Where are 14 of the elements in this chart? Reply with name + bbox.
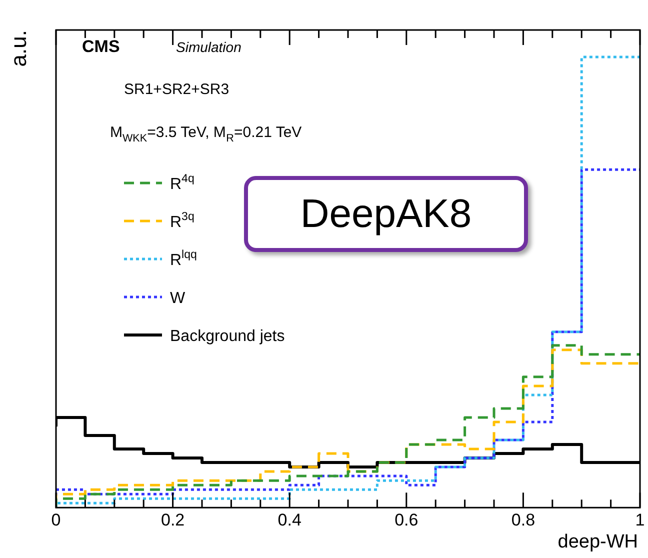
legend-label: W bbox=[170, 290, 186, 307]
x-tick-label: 0.6 bbox=[394, 510, 418, 530]
x-tick-label: 0.8 bbox=[511, 510, 536, 530]
legend-label: Background jets bbox=[170, 328, 285, 345]
x-tick-label: 1 bbox=[635, 510, 645, 530]
y-axis-title: a.u. bbox=[6, 30, 31, 67]
text: CMS bbox=[82, 37, 120, 56]
x-tick-label: 0 bbox=[51, 510, 61, 530]
x-tick-label: 0.2 bbox=[160, 510, 185, 530]
x-tick-label: 0.4 bbox=[278, 510, 302, 530]
annotation: SR1+SR2+SR3 bbox=[124, 81, 230, 98]
x-axis-title: deep-WH bbox=[558, 532, 638, 553]
label-box: DeepAK8 bbox=[244, 176, 528, 252]
text: Simulation bbox=[176, 39, 242, 55]
